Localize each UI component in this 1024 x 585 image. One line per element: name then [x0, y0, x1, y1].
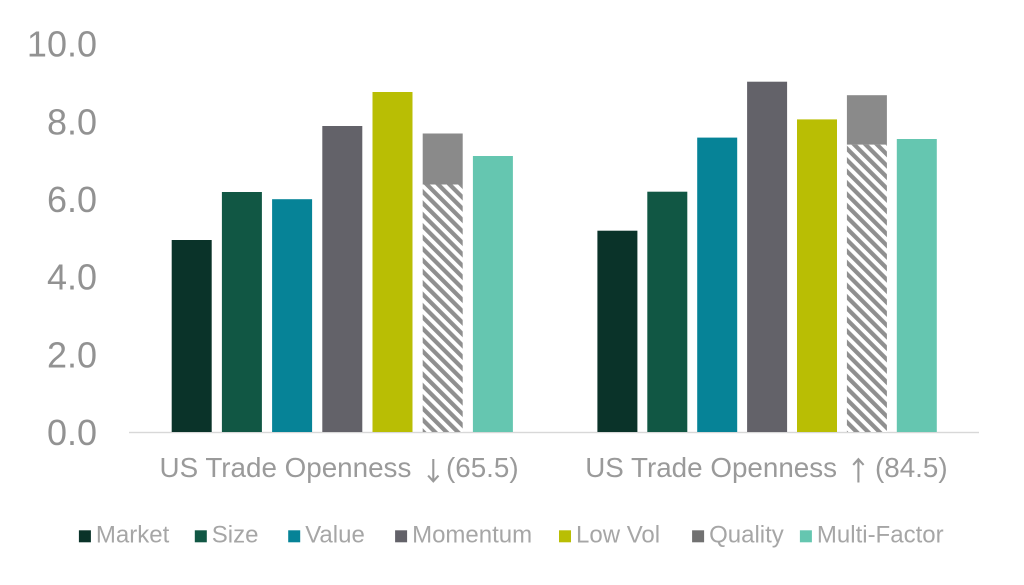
- svg-text:6.0: 6.0: [47, 179, 97, 220]
- svg-text:Momentum: Momentum: [412, 522, 532, 549]
- svg-text:(84.5): (84.5): [875, 452, 948, 483]
- svg-text:8.0: 8.0: [47, 101, 97, 142]
- svg-text:Multi-Factor: Multi-Factor: [817, 522, 944, 549]
- svg-text:Low Vol: Low Vol: [576, 522, 660, 549]
- svg-text:Market: Market: [96, 522, 170, 549]
- svg-text:10.0: 10.0: [27, 24, 97, 65]
- svg-text:Size: Size: [212, 522, 259, 549]
- svg-text:Value: Value: [305, 522, 365, 549]
- svg-text:US Trade Openness: US Trade Openness: [585, 452, 837, 483]
- svg-text:(65.5): (65.5): [446, 452, 519, 483]
- svg-text:4.0: 4.0: [47, 257, 97, 298]
- svg-text:0.0: 0.0: [47, 412, 97, 453]
- svg-text:Quality: Quality: [709, 522, 784, 549]
- svg-text:2.0: 2.0: [47, 334, 97, 375]
- svg-text:US Trade Openness: US Trade Openness: [160, 452, 412, 483]
